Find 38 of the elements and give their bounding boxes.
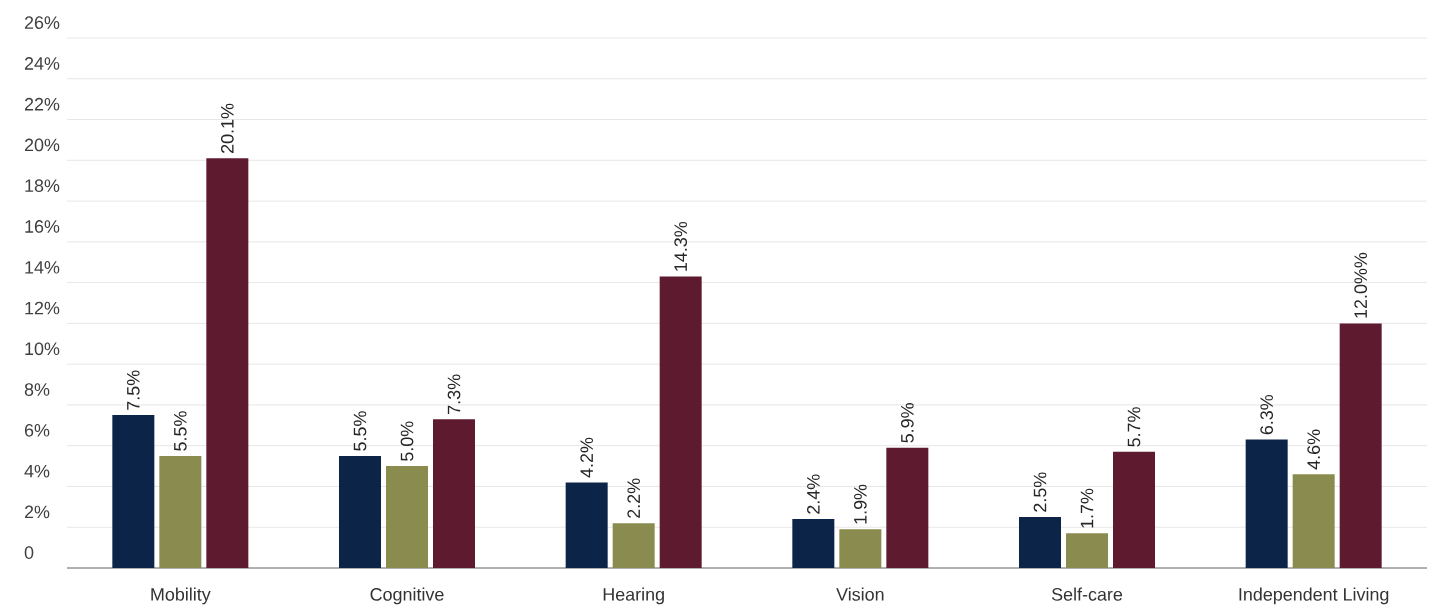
data-label: 1.7% bbox=[1080, 488, 1094, 528]
data-label: 4.2% bbox=[580, 437, 593, 478]
data-label: 5.5% bbox=[174, 411, 187, 451]
x-tick-label: Independent Living bbox=[1239, 587, 1389, 605]
data-label: 1.9% bbox=[853, 484, 867, 524]
data-label: 5.5% bbox=[353, 411, 367, 451]
data-label: 12.0%% bbox=[1354, 252, 1368, 318]
data-label: 4.6% bbox=[1307, 429, 1321, 470]
x-tick-label: Self-care bbox=[1051, 587, 1123, 601]
y-tick-label: 20% bbox=[24, 138, 60, 152]
y-tick-label: 14% bbox=[25, 261, 60, 274]
y-tick-label: 24% bbox=[24, 57, 60, 70]
y-tick-label: 8% bbox=[24, 383, 50, 396]
y-tick-label: 12% bbox=[25, 301, 60, 315]
y-tick-label: 18% bbox=[25, 179, 60, 193]
data-label: 6.3% bbox=[1260, 394, 1274, 435]
y-tick-label: 22% bbox=[24, 97, 60, 111]
data-label: 5.7% bbox=[1127, 407, 1141, 447]
data-label: 5.9% bbox=[900, 403, 914, 443]
data-label: 14.3% bbox=[674, 221, 688, 271]
y-tick-label: 10% bbox=[25, 342, 60, 356]
data-label: 2.4% bbox=[807, 474, 820, 514]
data-label: 2.2% bbox=[627, 478, 640, 518]
data-label: 7.3% bbox=[447, 374, 461, 414]
x-tick-label: Hearing bbox=[603, 587, 664, 605]
y-tick-label: 0 bbox=[24, 546, 34, 559]
x-tick-label: Vision bbox=[836, 587, 884, 601]
x-tick-label: Cognitive bbox=[370, 587, 444, 605]
data-label: 2.5% bbox=[1033, 472, 1047, 512]
y-tick-label: 4% bbox=[24, 464, 50, 478]
data-label: 5.0% bbox=[400, 421, 414, 461]
y-tick-label: 6% bbox=[24, 423, 50, 437]
y-tick-label: 26% bbox=[24, 16, 60, 29]
data-label: 20.1% bbox=[220, 103, 234, 153]
x-tick-label: Mobility bbox=[151, 587, 211, 605]
y-tick-label: 16% bbox=[25, 220, 60, 233]
y-tick-label: 2% bbox=[24, 505, 50, 519]
data-label: 7.5% bbox=[127, 370, 140, 410]
